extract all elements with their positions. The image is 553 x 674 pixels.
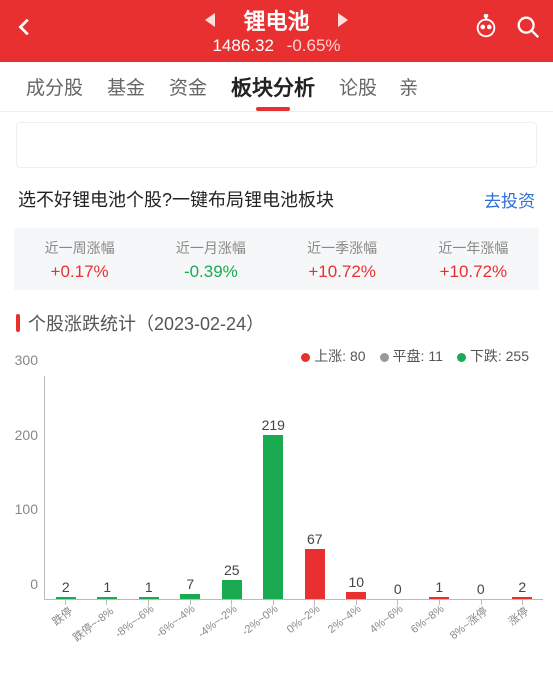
promo-text: 选不好锂电池个股?一键布局锂电池板块 [18,186,334,212]
period-stat-label: 近一季涨幅 [277,238,408,258]
legend-item-2: 下跌: 255 [457,346,529,366]
x-tick [231,600,232,605]
section-title-text: 个股涨跌统计（2023-02-24） [28,310,264,336]
header-bar: 锂电池 1486.32 -0.65% [0,0,553,62]
bar-label: 1 [103,579,111,595]
tab-overflow[interactable]: 亲 [389,73,422,100]
x-label: 涨停 [505,603,532,629]
bar-label: 67 [307,531,323,547]
legend-dot [457,353,466,362]
x-label: -6%~-4% [154,603,197,640]
period-stats: 近一周涨幅 +0.17%近一月涨幅 -0.39%近一季涨幅 +10.72%近一年… [14,228,539,290]
bar-4: 25 [222,580,242,599]
period-stat-value: +10.72% [408,262,539,282]
sector-change: -0.65% [287,36,341,55]
bar-label: 2 [518,579,526,595]
period-stat-value: +0.17% [14,262,145,282]
x-label: 2%~4% [326,603,364,636]
prev-sector-icon[interactable] [205,13,215,27]
x-tick [148,600,149,605]
y-tick: 0 [30,576,38,592]
bar-label: 7 [186,576,194,592]
bar-label: 1 [435,579,443,595]
bar-label: 10 [348,574,364,590]
distribution-chart: 0100200300 2跌停1跌停~-8%1-8%~-6%7-6%~-4%25-… [44,370,543,626]
tab-3[interactable]: 板块分析 [219,62,327,111]
tab-1[interactable]: 基金 [95,62,157,111]
legend-item-1: 平盘: 11 [380,346,443,366]
x-label: -8%~-6% [113,603,156,640]
x-tick [273,600,274,605]
card-placeholder [16,122,537,168]
x-tick [190,600,191,605]
period-stat-3: 近一年涨幅 +10.72% [408,228,539,290]
search-icon[interactable] [515,14,541,45]
tab-0[interactable]: 成分股 [14,62,95,111]
bar-label: 1 [145,579,153,595]
promo-link[interactable]: 去投资 [484,187,535,212]
bar-6: 67 [305,549,325,599]
chart-legend: 上涨: 80 平盘: 11 下跌: 255 [0,340,553,366]
bar-0: 2 [56,597,76,599]
promo-row: 选不好锂电池个股?一键布局锂电池板块 去投资 [0,168,553,222]
bar-label: 25 [224,562,240,578]
x-label: 6%~8% [409,603,447,636]
x-tick [397,600,398,605]
period-stat-value: +10.72% [277,262,408,282]
bar-3: 7 [180,594,200,599]
period-stat-label: 近一年涨幅 [408,238,539,258]
bar-5: 219 [263,435,283,599]
x-tick [356,600,357,605]
period-stat-value: -0.39% [145,262,276,282]
y-tick: 200 [15,427,38,443]
bar-1: 1 [97,597,117,599]
period-stat-1: 近一月涨幅 -0.39% [145,228,276,290]
tab-2[interactable]: 资金 [157,62,219,111]
bar-label: 219 [262,417,285,433]
x-label: -4%~-2% [196,603,239,640]
x-tick [481,600,482,605]
bar-label: 2 [62,579,70,595]
bar-label: 0 [477,581,485,597]
section-title: 个股涨跌统计（2023-02-24） [16,310,553,336]
x-label: 4%~6% [368,603,406,636]
legend-item-0: 上涨: 80 [301,346,365,366]
x-label: 0%~2% [285,603,323,636]
sector-title: 锂电池 [243,4,309,36]
x-tick [65,600,66,605]
robot-icon[interactable] [473,14,499,45]
x-tick [314,600,315,605]
period-stat-2: 近一季涨幅 +10.72% [277,228,408,290]
bar-11: 2 [512,597,532,599]
y-tick: 100 [15,501,38,517]
x-label: 8%~涨停 [446,603,491,643]
legend-dot [301,353,310,362]
x-tick [439,600,440,605]
period-stat-label: 近一周涨幅 [14,238,145,258]
sector-price: 1486.32 [212,36,273,55]
sector-price-row: 1486.32 -0.65% [10,36,543,56]
chart-plot: 2跌停1跌停~-8%1-8%~-6%7-6%~-4%25-4%~-2%219-2… [44,376,543,600]
bar-label: 0 [394,581,402,597]
bar-9: 1 [429,597,449,599]
back-icon[interactable] [14,16,38,40]
x-tick [522,600,523,605]
tabs-bar: 成分股基金资金板块分析论股亲 [0,62,553,112]
bar-7: 10 [346,592,366,599]
period-stat-label: 近一月涨幅 [145,238,276,258]
y-tick: 300 [15,352,38,368]
x-label: 跌停~-8% [69,603,117,645]
y-axis: 0100200300 [6,370,40,600]
next-sector-icon[interactable] [338,13,348,27]
x-label: 跌停 [48,603,75,629]
x-label: -2%~0% [240,603,280,638]
period-stat-0: 近一周涨幅 +0.17% [14,228,145,290]
x-tick [106,600,107,605]
tab-4[interactable]: 论股 [327,62,389,111]
legend-dot [380,353,389,362]
bar-2: 1 [139,597,159,599]
